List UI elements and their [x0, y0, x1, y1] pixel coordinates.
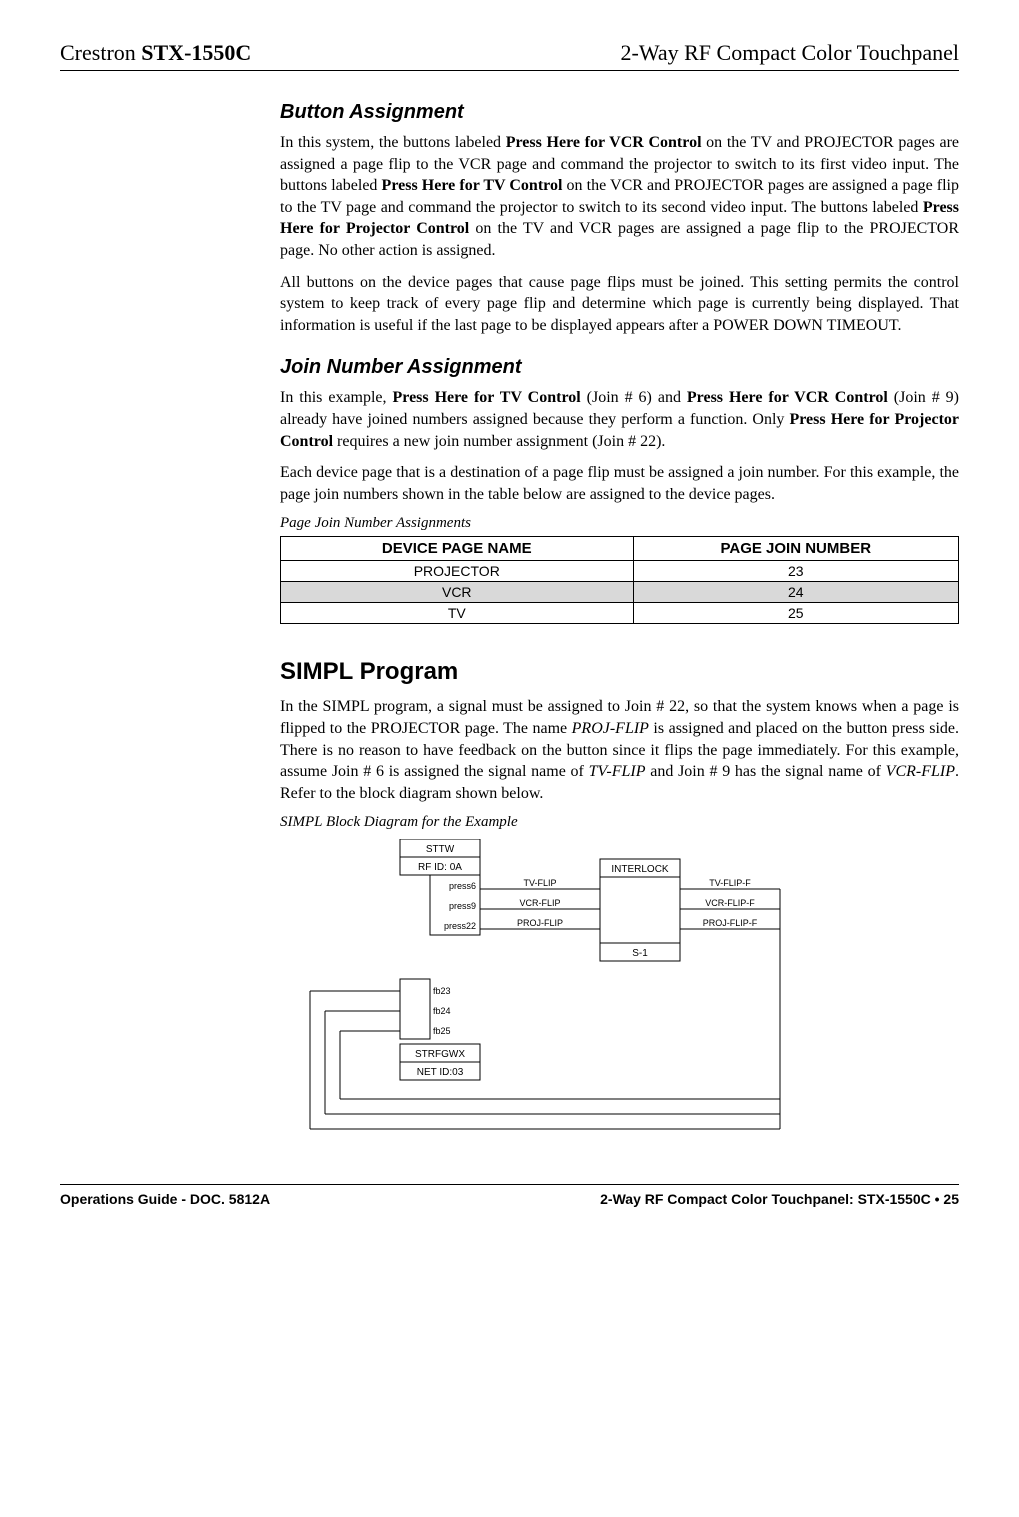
svg-text:fb25: fb25 [433, 1026, 451, 1036]
page-footer: Operations Guide - DOC. 5812A 2-Way RF C… [60, 1184, 959, 1207]
table-cell: 24 [633, 582, 958, 603]
svg-text:VCR-FLIP-F: VCR-FLIP-F [705, 898, 755, 908]
button-assignment-p1: In this system, the buttons labeled Pres… [280, 132, 959, 262]
join-number-table: DEVICE PAGE NAME PAGE JOIN NUMBER PROJEC… [280, 536, 959, 624]
heading-simpl: SIMPL Program [280, 658, 959, 686]
table-row: PROJECTOR23 [281, 561, 959, 582]
svg-text:TV-FLIP: TV-FLIP [523, 878, 556, 888]
page-header: Crestron STX-1550C 2-Way RF Compact Colo… [60, 40, 959, 71]
svg-text:S-1: S-1 [632, 948, 648, 959]
table-row: TV25 [281, 603, 959, 624]
svg-text:STRFGWX: STRFGWX [415, 1049, 465, 1060]
simpl-diagram: STTW RF ID: 0A press6 press9 press22 INTERLOC… [280, 839, 959, 1164]
simpl-diagram-svg: STTW RF ID: 0A press6 press9 press22 INTERLOC… [280, 839, 800, 1159]
svg-text:fb23: fb23 [433, 986, 451, 996]
svg-text:TV-FLIP-F: TV-FLIP-F [709, 878, 751, 888]
diagram-caption: SIMPL Block Diagram for the Example [280, 814, 959, 831]
svg-text:press9: press9 [449, 901, 476, 911]
table-cell: TV [281, 603, 634, 624]
svg-text:VCR-FLIP: VCR-FLIP [519, 898, 560, 908]
svg-text:STTW: STTW [426, 844, 455, 855]
svg-text:press6: press6 [449, 881, 476, 891]
svg-text:fb24: fb24 [433, 1006, 451, 1016]
main-content: Button Assignment In this system, the bu… [280, 101, 959, 1164]
table-cell: PROJECTOR [281, 561, 634, 582]
svg-text:PROJ-FLIP-F: PROJ-FLIP-F [703, 918, 758, 928]
table-header-join: PAGE JOIN NUMBER [633, 537, 958, 561]
table-cell: 23 [633, 561, 958, 582]
table-header-row: DEVICE PAGE NAME PAGE JOIN NUMBER [281, 537, 959, 561]
heading-button-assignment: Button Assignment [280, 101, 959, 124]
svg-text:press22: press22 [444, 921, 476, 931]
svg-text:INTERLOCK: INTERLOCK [611, 864, 669, 875]
svg-text:RF ID: 0A: RF ID: 0A [418, 862, 462, 873]
join-number-p2: Each device page that is a destination o… [280, 462, 959, 505]
footer-right: 2-Way RF Compact Color Touchpanel: STX-1… [600, 1191, 959, 1207]
svg-text:NET ID:03: NET ID:03 [417, 1067, 464, 1078]
button-assignment-p2: All buttons on the device pages that cau… [280, 272, 959, 337]
join-number-p1: In this example, Press Here for TV Contr… [280, 387, 959, 452]
table-caption: Page Join Number Assignments [280, 515, 959, 532]
table-header-device: DEVICE PAGE NAME [281, 537, 634, 561]
simpl-p1: In the SIMPL program, a signal must be a… [280, 696, 959, 804]
footer-left: Operations Guide - DOC. 5812A [60, 1191, 270, 1207]
table-cell: VCR [281, 582, 634, 603]
table-row: VCR24 [281, 582, 959, 603]
header-right: 2-Way RF Compact Color Touchpanel [621, 40, 959, 66]
header-left: Crestron STX-1550C [60, 40, 251, 66]
heading-join-number: Join Number Assignment [280, 356, 959, 379]
header-left-product: STX-1550C [141, 40, 251, 65]
svg-text:PROJ-FLIP: PROJ-FLIP [517, 918, 563, 928]
table-cell: 25 [633, 603, 958, 624]
header-left-prefix: Crestron [60, 40, 141, 65]
